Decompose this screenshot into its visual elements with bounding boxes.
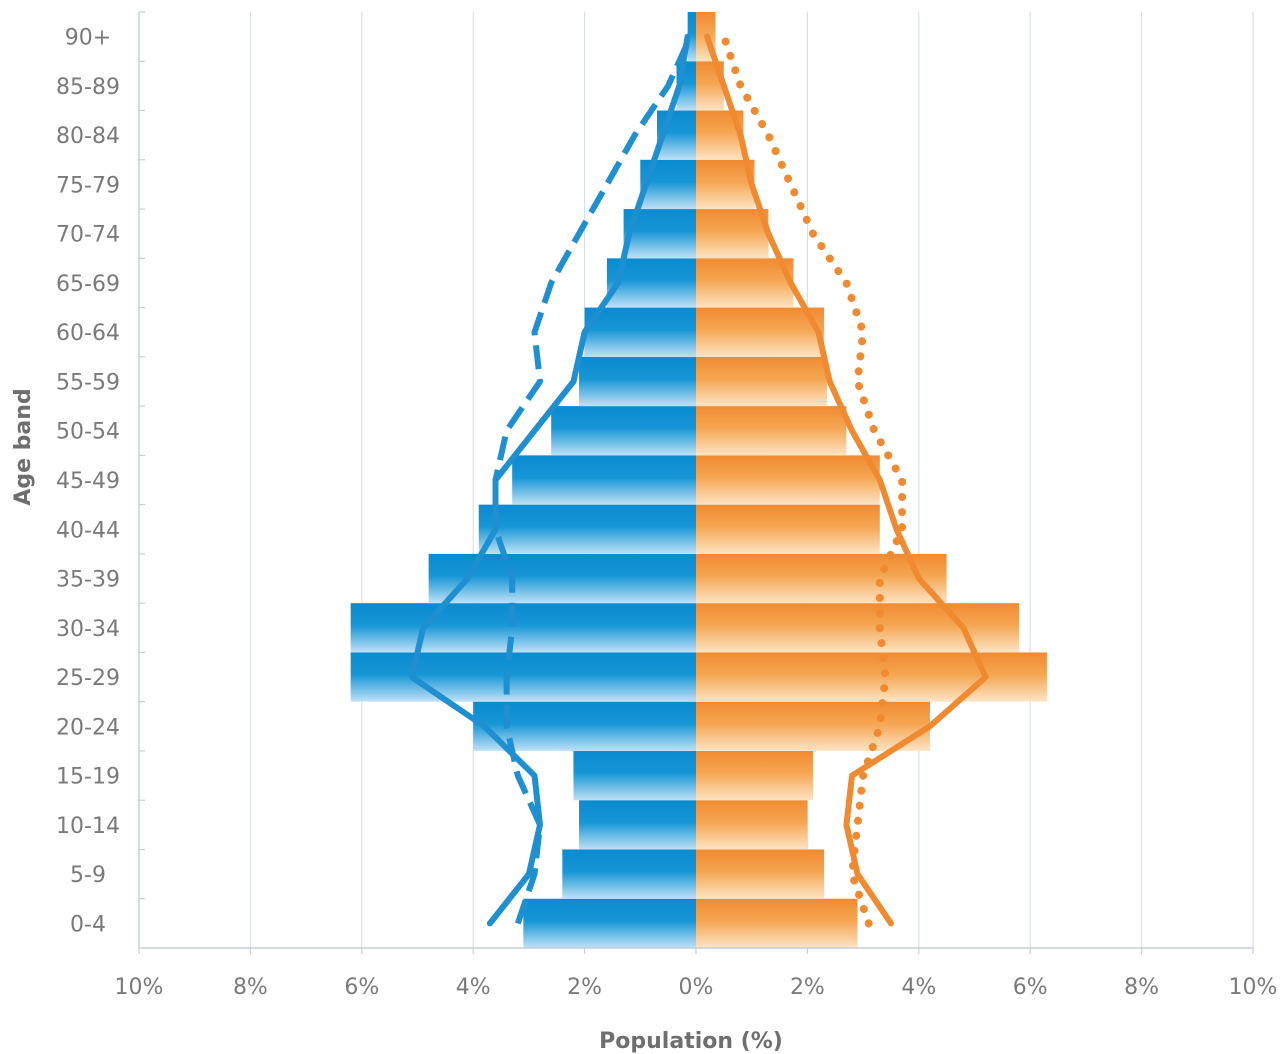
x-tick-label: 8% [233, 975, 268, 1000]
line-right-solid [704, 33, 989, 927]
x-tick-label: 2% [567, 975, 602, 1000]
bar-right-10-14 [696, 800, 808, 850]
x-tick-label: 6% [1013, 975, 1048, 1000]
x-axis-title: Population (%) [599, 1029, 783, 1054]
x-tick-label: 2% [790, 975, 825, 1000]
bar-right-40-44 [696, 504, 880, 554]
y-tick-label: 10-14 [56, 814, 120, 839]
bar-left-5-9 [562, 849, 696, 899]
y-tick-label: 5-9 [70, 863, 106, 888]
bar-right-75-79 [696, 159, 755, 210]
bar-right-25-29 [696, 652, 1047, 702]
y-tick-label: 20-24 [56, 715, 120, 740]
bar-left-40-44 [478, 504, 696, 554]
y-tick-label: 30-34 [56, 617, 120, 642]
y-tick-label: 80-84 [56, 124, 120, 149]
bar-left-90+ [687, 12, 696, 62]
y-tick-label: 55-59 [56, 370, 120, 395]
bar-left-35-39 [428, 553, 696, 604]
x-tick-label: 0% [679, 975, 714, 1000]
y-tick-label: 35-39 [56, 568, 120, 593]
x-tick-label: 8% [1124, 975, 1159, 1000]
bar-left-25-29 [350, 652, 696, 702]
y-tick-label: 40-44 [56, 518, 120, 543]
y-tick-label: 75-79 [56, 173, 120, 198]
y-tick-label: 15-19 [56, 765, 120, 790]
axes [138, 11, 1254, 954]
x-tick-label: 4% [901, 975, 936, 1000]
y-tick-label: 90+ [65, 26, 111, 51]
line-right-dotted [719, 32, 907, 928]
tick-labels: 10% 8% 6% 4% 2% 0% 2% 4% 6% 8% 10% 0-4 5-9 10-14 15-19… [56, 26, 1277, 1000]
y-tick-label: 85-89 [56, 75, 120, 100]
bar-right-50-54 [696, 406, 847, 456]
y-tick-label: 45-49 [56, 469, 120, 494]
y-tick-label: 70-74 [56, 223, 120, 248]
x-tick-label: 6% [344, 975, 379, 1000]
y-tick-label: 60-64 [56, 321, 120, 346]
bar-right-65-69 [696, 258, 794, 308]
bar-right-55-59 [696, 356, 827, 407]
y-tick-label: 50-54 [56, 420, 120, 445]
bar-left-30-34 [350, 603, 696, 653]
bars [350, 12, 1047, 948]
bar-left-15-19 [573, 750, 696, 801]
line-left-dashed [492, 35, 694, 925]
bar-right-70-74 [696, 209, 769, 259]
bar-right-15-19 [696, 750, 813, 801]
bar-right-5-9 [696, 849, 825, 899]
y-tick-label: 0-4 [70, 912, 106, 937]
y-tick-label: 25-29 [56, 666, 120, 691]
bar-left-10-14 [579, 800, 696, 850]
bar-left-0-4 [523, 898, 696, 948]
y-axis-title: Age band [11, 388, 36, 505]
bar-right-35-39 [696, 553, 947, 604]
bar-left-60-64 [584, 307, 696, 357]
bar-left-45-49 [512, 455, 696, 505]
x-tick-label: 10% [1229, 975, 1278, 1000]
bar-left-50-54 [551, 406, 696, 456]
bar-right-45-49 [696, 455, 880, 505]
x-tick-label: 10% [115, 975, 164, 1000]
bar-right-60-64 [696, 307, 825, 357]
x-tick-label: 4% [456, 975, 491, 1000]
bar-right-20-24 [696, 701, 930, 751]
y-tick-label: 65-69 [56, 272, 120, 297]
bar-right-0-4 [696, 898, 858, 948]
lines [408, 32, 989, 928]
bar-left-55-59 [579, 356, 696, 407]
